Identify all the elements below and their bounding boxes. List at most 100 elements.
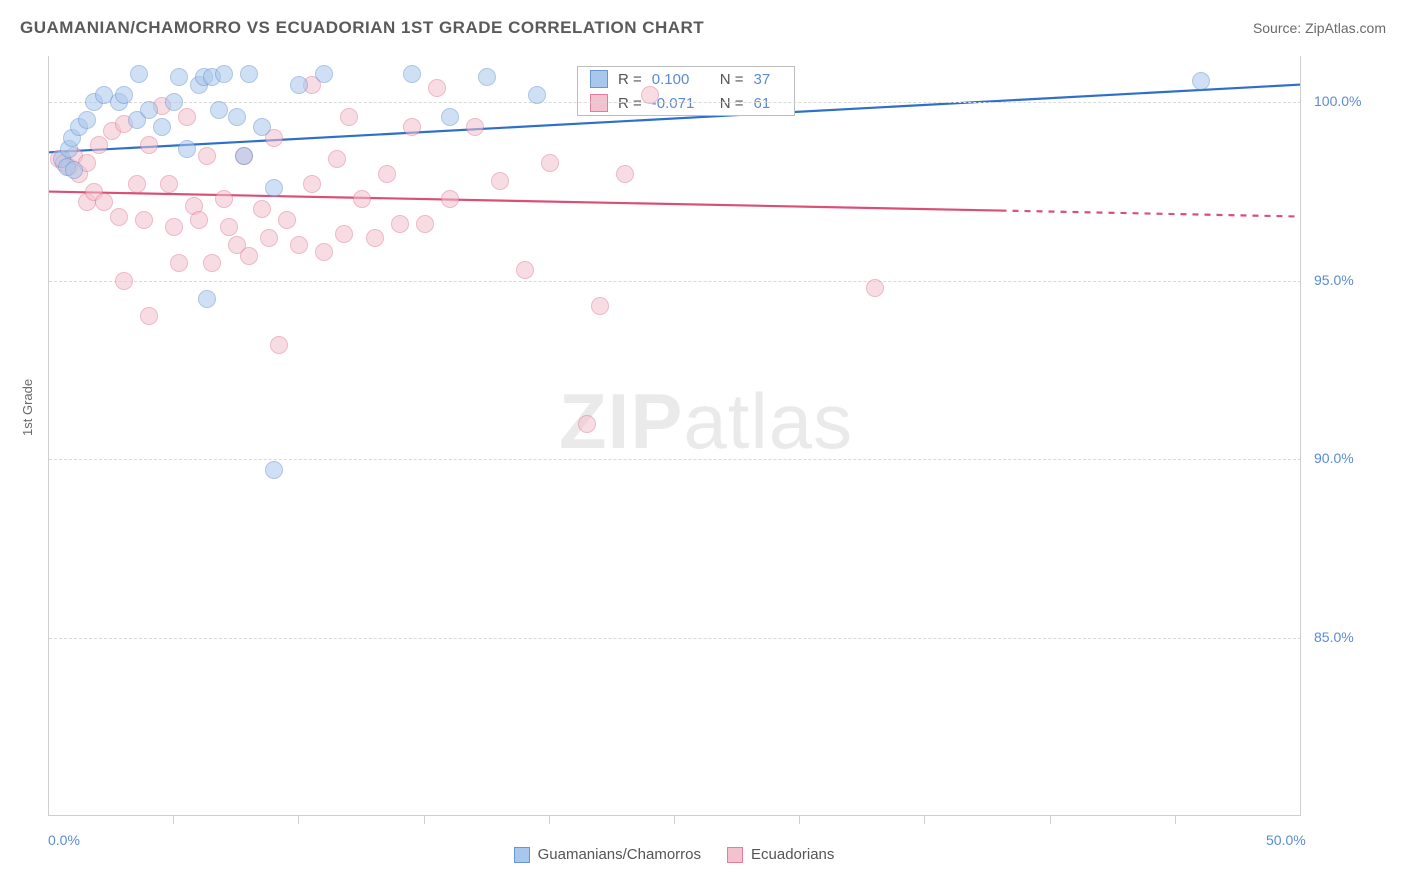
marker-series-b: [165, 218, 183, 236]
marker-series-a: [265, 461, 283, 479]
marker-series-a: [210, 101, 228, 119]
marker-series-b: [220, 218, 238, 236]
stats-row-series-a: R = 0.100 N = 37: [578, 67, 794, 91]
marker-series-a: [165, 93, 183, 111]
swatch-series-a: [590, 70, 608, 88]
x-tick: [674, 816, 675, 824]
marker-series-a: [215, 65, 233, 83]
marker-series-b: [866, 279, 884, 297]
marker-series-b: [140, 136, 158, 154]
marker-series-b: [270, 336, 288, 354]
marker-series-a: [228, 108, 246, 126]
watermark: ZIPatlas: [559, 376, 853, 467]
marker-series-a: [478, 68, 496, 86]
marker-series-b: [198, 147, 216, 165]
marker-series-b: [403, 118, 421, 136]
y-tick-label: 100.0%: [1314, 93, 1361, 109]
marker-series-b: [290, 236, 308, 254]
marker-series-b: [278, 211, 296, 229]
marker-series-b: [616, 165, 634, 183]
marker-series-a: [78, 111, 96, 129]
y-tick-label: 85.0%: [1314, 629, 1354, 645]
marker-series-b: [115, 272, 133, 290]
source-attribution: Source: ZipAtlas.com: [1253, 20, 1386, 36]
x-tick: [799, 816, 800, 824]
gridline: [49, 281, 1301, 282]
marker-series-a: [198, 290, 216, 308]
marker-series-a: [235, 147, 253, 165]
marker-series-b: [190, 211, 208, 229]
marker-series-b: [178, 108, 196, 126]
marker-series-b: [366, 229, 384, 247]
marker-series-b: [240, 247, 258, 265]
marker-series-a: [315, 65, 333, 83]
marker-series-b: [128, 175, 146, 193]
regression-lines: [49, 56, 1301, 816]
stat-r-label: R =: [618, 71, 642, 88]
gridline: [49, 459, 1301, 460]
marker-series-a: [153, 118, 171, 136]
marker-series-b: [260, 229, 278, 247]
marker-series-a: [178, 140, 196, 158]
marker-series-b: [335, 225, 353, 243]
y-tick-label: 90.0%: [1314, 450, 1354, 466]
marker-series-a: [441, 108, 459, 126]
chart-title: GUAMANIAN/CHAMORRO VS ECUADORIAN 1ST GRA…: [20, 18, 704, 38]
stat-n-label: N =: [720, 71, 744, 88]
marker-series-a: [140, 101, 158, 119]
plot-right-border: [1300, 56, 1301, 816]
marker-series-b: [253, 200, 271, 218]
marker-series-b: [303, 175, 321, 193]
x-tick: [1050, 816, 1051, 824]
marker-series-a: [265, 179, 283, 197]
plot-area: ZIPatlas R = 0.100 N = 37 R = -0.071 N =…: [48, 56, 1300, 816]
legend-swatch-a: [514, 847, 530, 863]
watermark-atlas: atlas: [683, 377, 853, 465]
marker-series-b: [95, 193, 113, 211]
stat-n-series-a: 37: [754, 71, 782, 88]
marker-series-b: [110, 208, 128, 226]
marker-series-b: [541, 154, 559, 172]
marker-series-a: [290, 76, 308, 94]
y-tick-label: 95.0%: [1314, 272, 1354, 288]
correlation-stats-box: R = 0.100 N = 37 R = -0.071 N = 61: [577, 66, 795, 116]
legend-label-a: Guamanians/Chamorros: [538, 846, 701, 863]
marker-series-b: [466, 118, 484, 136]
marker-series-b: [328, 150, 346, 168]
marker-series-a: [403, 65, 421, 83]
marker-series-a: [130, 65, 148, 83]
x-tick: [1175, 816, 1176, 824]
marker-series-b: [516, 261, 534, 279]
marker-series-b: [391, 215, 409, 233]
marker-series-a: [170, 68, 188, 86]
stat-r-series-a: 0.100: [652, 71, 710, 88]
x-tick: [173, 816, 174, 824]
legend-label-b: Ecuadorians: [751, 846, 834, 863]
marker-series-b: [428, 79, 446, 97]
legend: Guamanians/Chamorros Ecuadorians: [48, 846, 1300, 863]
marker-series-a: [240, 65, 258, 83]
marker-series-b: [591, 297, 609, 315]
marker-series-b: [340, 108, 358, 126]
gridline: [49, 102, 1301, 103]
marker-series-b: [215, 190, 233, 208]
marker-series-b: [160, 175, 178, 193]
marker-series-b: [203, 254, 221, 272]
y-axis-title: 1st Grade: [20, 379, 35, 436]
marker-series-b: [315, 243, 333, 261]
x-tick: [549, 816, 550, 824]
marker-series-b: [353, 190, 371, 208]
marker-series-a: [1192, 72, 1210, 90]
x-tick: [924, 816, 925, 824]
marker-series-b: [135, 211, 153, 229]
legend-item-series-b: Ecuadorians: [727, 846, 834, 863]
marker-series-b: [170, 254, 188, 272]
x-tick: [424, 816, 425, 824]
marker-series-b: [441, 190, 459, 208]
marker-series-b: [491, 172, 509, 190]
x-tick: [298, 816, 299, 824]
marker-series-b: [90, 136, 108, 154]
gridline: [49, 638, 1301, 639]
legend-item-series-a: Guamanians/Chamorros: [514, 846, 701, 863]
marker-series-b: [416, 215, 434, 233]
